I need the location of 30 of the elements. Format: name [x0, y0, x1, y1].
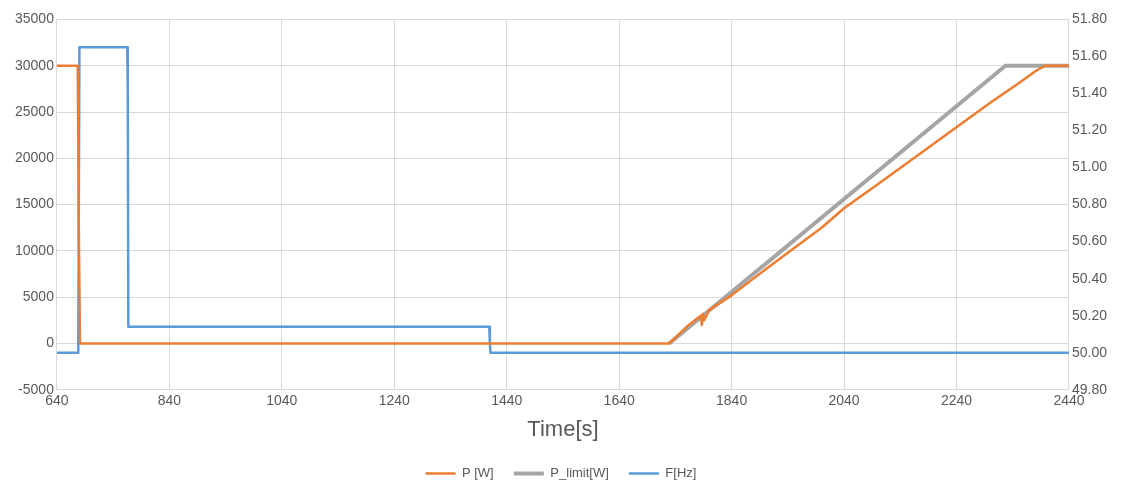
y2-tick-label: 50.00 — [1071, 343, 1108, 360]
y-tick-label: 30000 — [14, 56, 55, 73]
x-tick-label: 1040 — [266, 392, 298, 409]
y-tick-label: 20000 — [14, 149, 55, 166]
y-tick-label: 15000 — [14, 195, 55, 212]
legend-label: P_limit[W] — [550, 465, 609, 481]
y2-tick-label: 51.00 — [1071, 158, 1108, 175]
y2-tick-label: 50.40 — [1071, 269, 1108, 286]
y2-tick-label: 50.20 — [1071, 306, 1108, 323]
x-tick-label: 2240 — [940, 392, 973, 409]
y2-tick-label: 51.80 — [1071, 10, 1108, 27]
legend-label: P [W] — [462, 465, 494, 481]
y-tick-label: 10000 — [14, 241, 55, 258]
y-tick-label: 25000 — [14, 102, 55, 119]
x-tick-label: 1440 — [491, 392, 523, 409]
x-tick-label: 2040 — [828, 392, 860, 409]
y2-tick-label: 51.40 — [1071, 84, 1108, 101]
y-tick-label: 5000 — [22, 288, 55, 305]
y2-tick-label: 50.80 — [1071, 195, 1108, 212]
y2-tick-label: 51.20 — [1071, 121, 1108, 138]
x-tick-label: 1640 — [603, 392, 635, 409]
x-axis-title: Time[s] — [527, 415, 599, 441]
y-tick-label: 0 — [46, 334, 55, 351]
y2-tick-label: 50.60 — [1071, 232, 1108, 249]
legend-label: F[Hz] — [665, 465, 697, 481]
x-tick-label: 1240 — [378, 392, 411, 409]
x-tick-label: 840 — [157, 392, 182, 409]
y2-tick-label: 51.60 — [1071, 47, 1108, 64]
x-tick-label: 1840 — [716, 392, 748, 409]
y-tick-label: 35000 — [14, 10, 55, 27]
